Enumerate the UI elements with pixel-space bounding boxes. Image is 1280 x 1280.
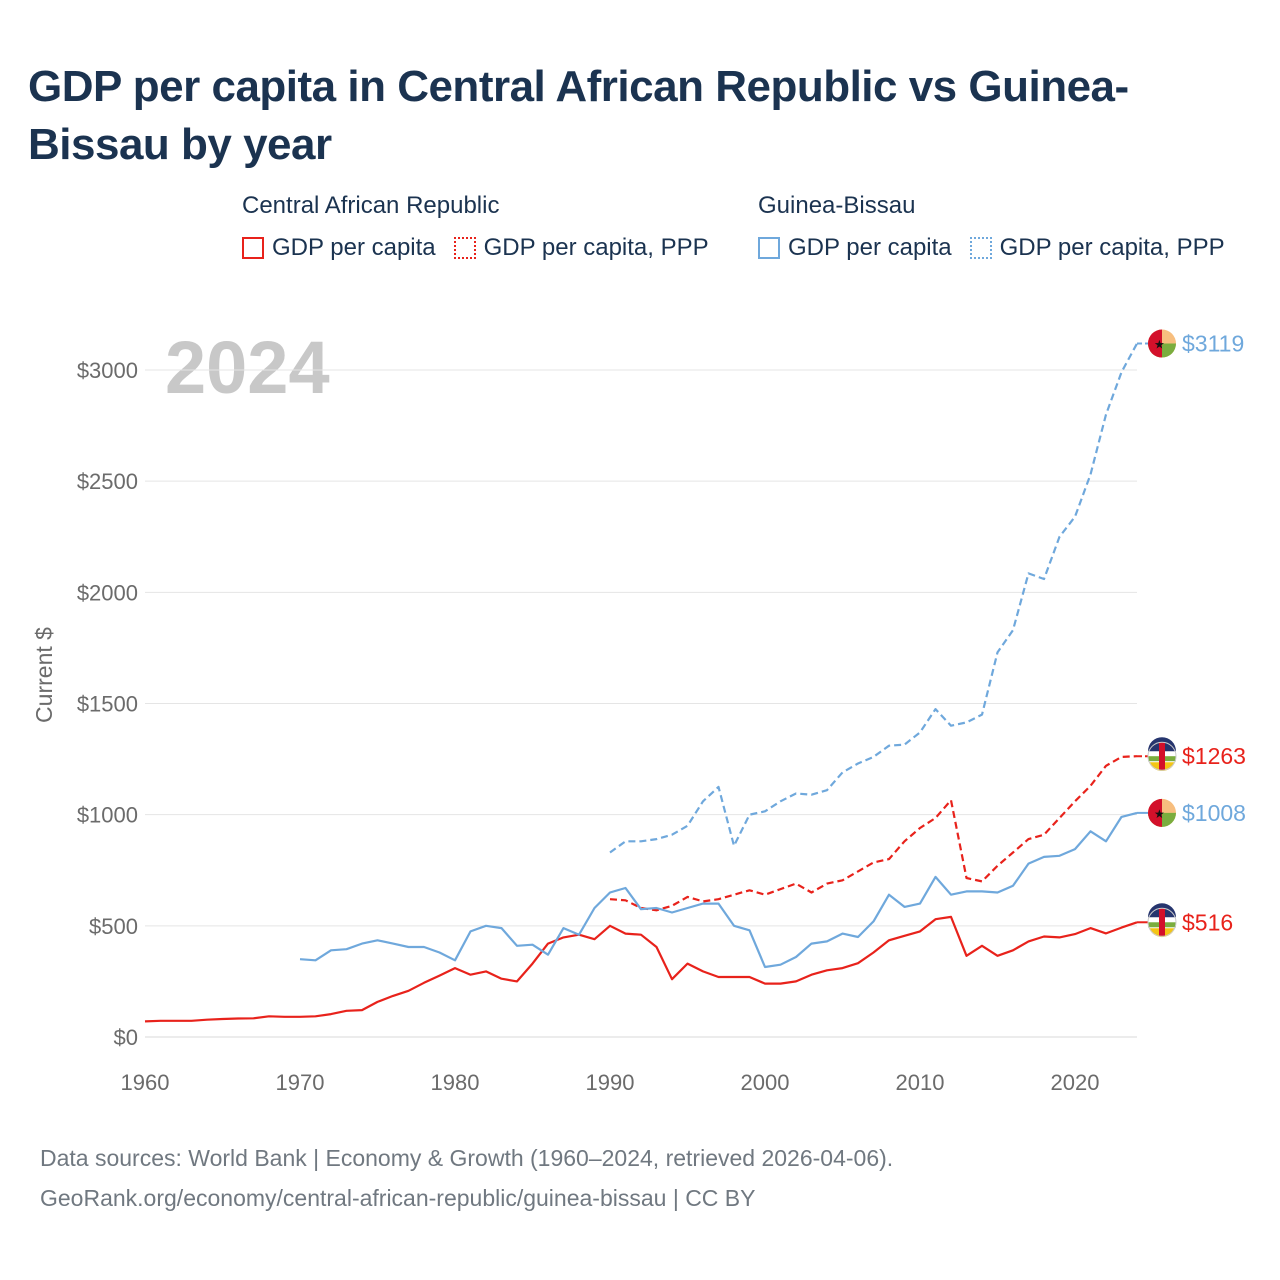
flag-part bbox=[1159, 742, 1165, 771]
legend-swatch-dotted-icon bbox=[969, 237, 992, 259]
footer-sources: Data sources: World Bank | Economy & Gro… bbox=[40, 1145, 894, 1171]
legend-item-car-gdp-ppp[interactable]: GDP per capita, PPP bbox=[453, 234, 709, 262]
x-tick-label: 2010 bbox=[896, 1070, 945, 1095]
y-tick-label: $1500 bbox=[77, 692, 138, 717]
x-tick-label: 2020 bbox=[1051, 1070, 1100, 1095]
flag-part bbox=[1162, 343, 1176, 358]
x-tick-label: 1970 bbox=[276, 1070, 325, 1095]
legend-label: GDP per capita bbox=[788, 234, 952, 261]
end-value-label: $3119 bbox=[1182, 331, 1244, 357]
x-tick-label: 1960 bbox=[121, 1070, 170, 1095]
y-tick-label: $2500 bbox=[77, 469, 138, 494]
end-value-label: $516 bbox=[1182, 909, 1233, 935]
flag-part bbox=[1148, 329, 1162, 358]
legend-swatch-solid-icon bbox=[242, 237, 264, 259]
legend-label: GDP per capita, PPP bbox=[483, 234, 709, 261]
x-tick-label: 2000 bbox=[741, 1070, 790, 1095]
footer-link[interactable]: GeoRank.org/economy/central-african-repu… bbox=[40, 1185, 756, 1211]
flag-star-icon: ★ bbox=[1154, 807, 1165, 821]
y-tick-label: $500 bbox=[89, 914, 138, 939]
series-line-gnb-dash bbox=[609, 342, 1138, 854]
end-value-label: $1263 bbox=[1182, 743, 1246, 769]
chart-title: GDP per capita in Central African Republ… bbox=[28, 62, 1129, 169]
flag-outline bbox=[1147, 907, 1177, 937]
legend-group-car: Central African Republic GDP per capita … bbox=[242, 192, 727, 262]
year-watermark: 2024 bbox=[165, 326, 330, 409]
y-tick-label: $1000 bbox=[77, 803, 138, 828]
y-axis-label: Current $ bbox=[31, 627, 57, 723]
x-tick-label: 1990 bbox=[586, 1070, 635, 1095]
legend-item-car-gdp[interactable]: GDP per capita bbox=[242, 234, 436, 262]
legend-item-gnb-gdp[interactable]: GDP per capita bbox=[758, 234, 952, 262]
legend-title-car: Central African Republic bbox=[242, 192, 500, 219]
flag-star-icon: ★ bbox=[1154, 338, 1165, 352]
legend-item-gnb-gdp-ppp[interactable]: GDP per capita, PPP bbox=[969, 234, 1225, 262]
y-tick-label: $3000 bbox=[77, 358, 138, 383]
series-line-car-solid bbox=[144, 915, 1138, 1023]
line-chart: 2024 $0 $500 $1000 $1500 $2000 $2500 $3000 1960 1… bbox=[31, 326, 1246, 1095]
x-tick-label: 1980 bbox=[431, 1070, 480, 1095]
series-line-car-dash bbox=[609, 755, 1138, 912]
flag-part bbox=[1162, 812, 1176, 827]
flag-part bbox=[1148, 798, 1162, 827]
flag-part bbox=[1159, 908, 1165, 937]
end-value-label: $1008 bbox=[1182, 800, 1246, 826]
footer: Data sources: World Bank | Economy & Gro… bbox=[40, 1138, 893, 1218]
series-line-gnb-solid bbox=[299, 811, 1138, 969]
y-tick-label: $2000 bbox=[77, 580, 138, 605]
legend-label: GDP per capita bbox=[272, 234, 436, 261]
legend-swatch-solid-icon bbox=[758, 237, 780, 259]
flag-outline bbox=[1147, 741, 1177, 771]
legend-label: GDP per capita, PPP bbox=[999, 234, 1225, 261]
legend-title-gnb: Guinea-Bissau bbox=[758, 192, 916, 219]
legend-swatch-dotted-icon bbox=[453, 237, 476, 259]
y-tick-label: $0 bbox=[114, 1025, 138, 1050]
legend-group-gnb: Guinea-Bissau GDP per capita GDP per cap… bbox=[758, 192, 1243, 262]
